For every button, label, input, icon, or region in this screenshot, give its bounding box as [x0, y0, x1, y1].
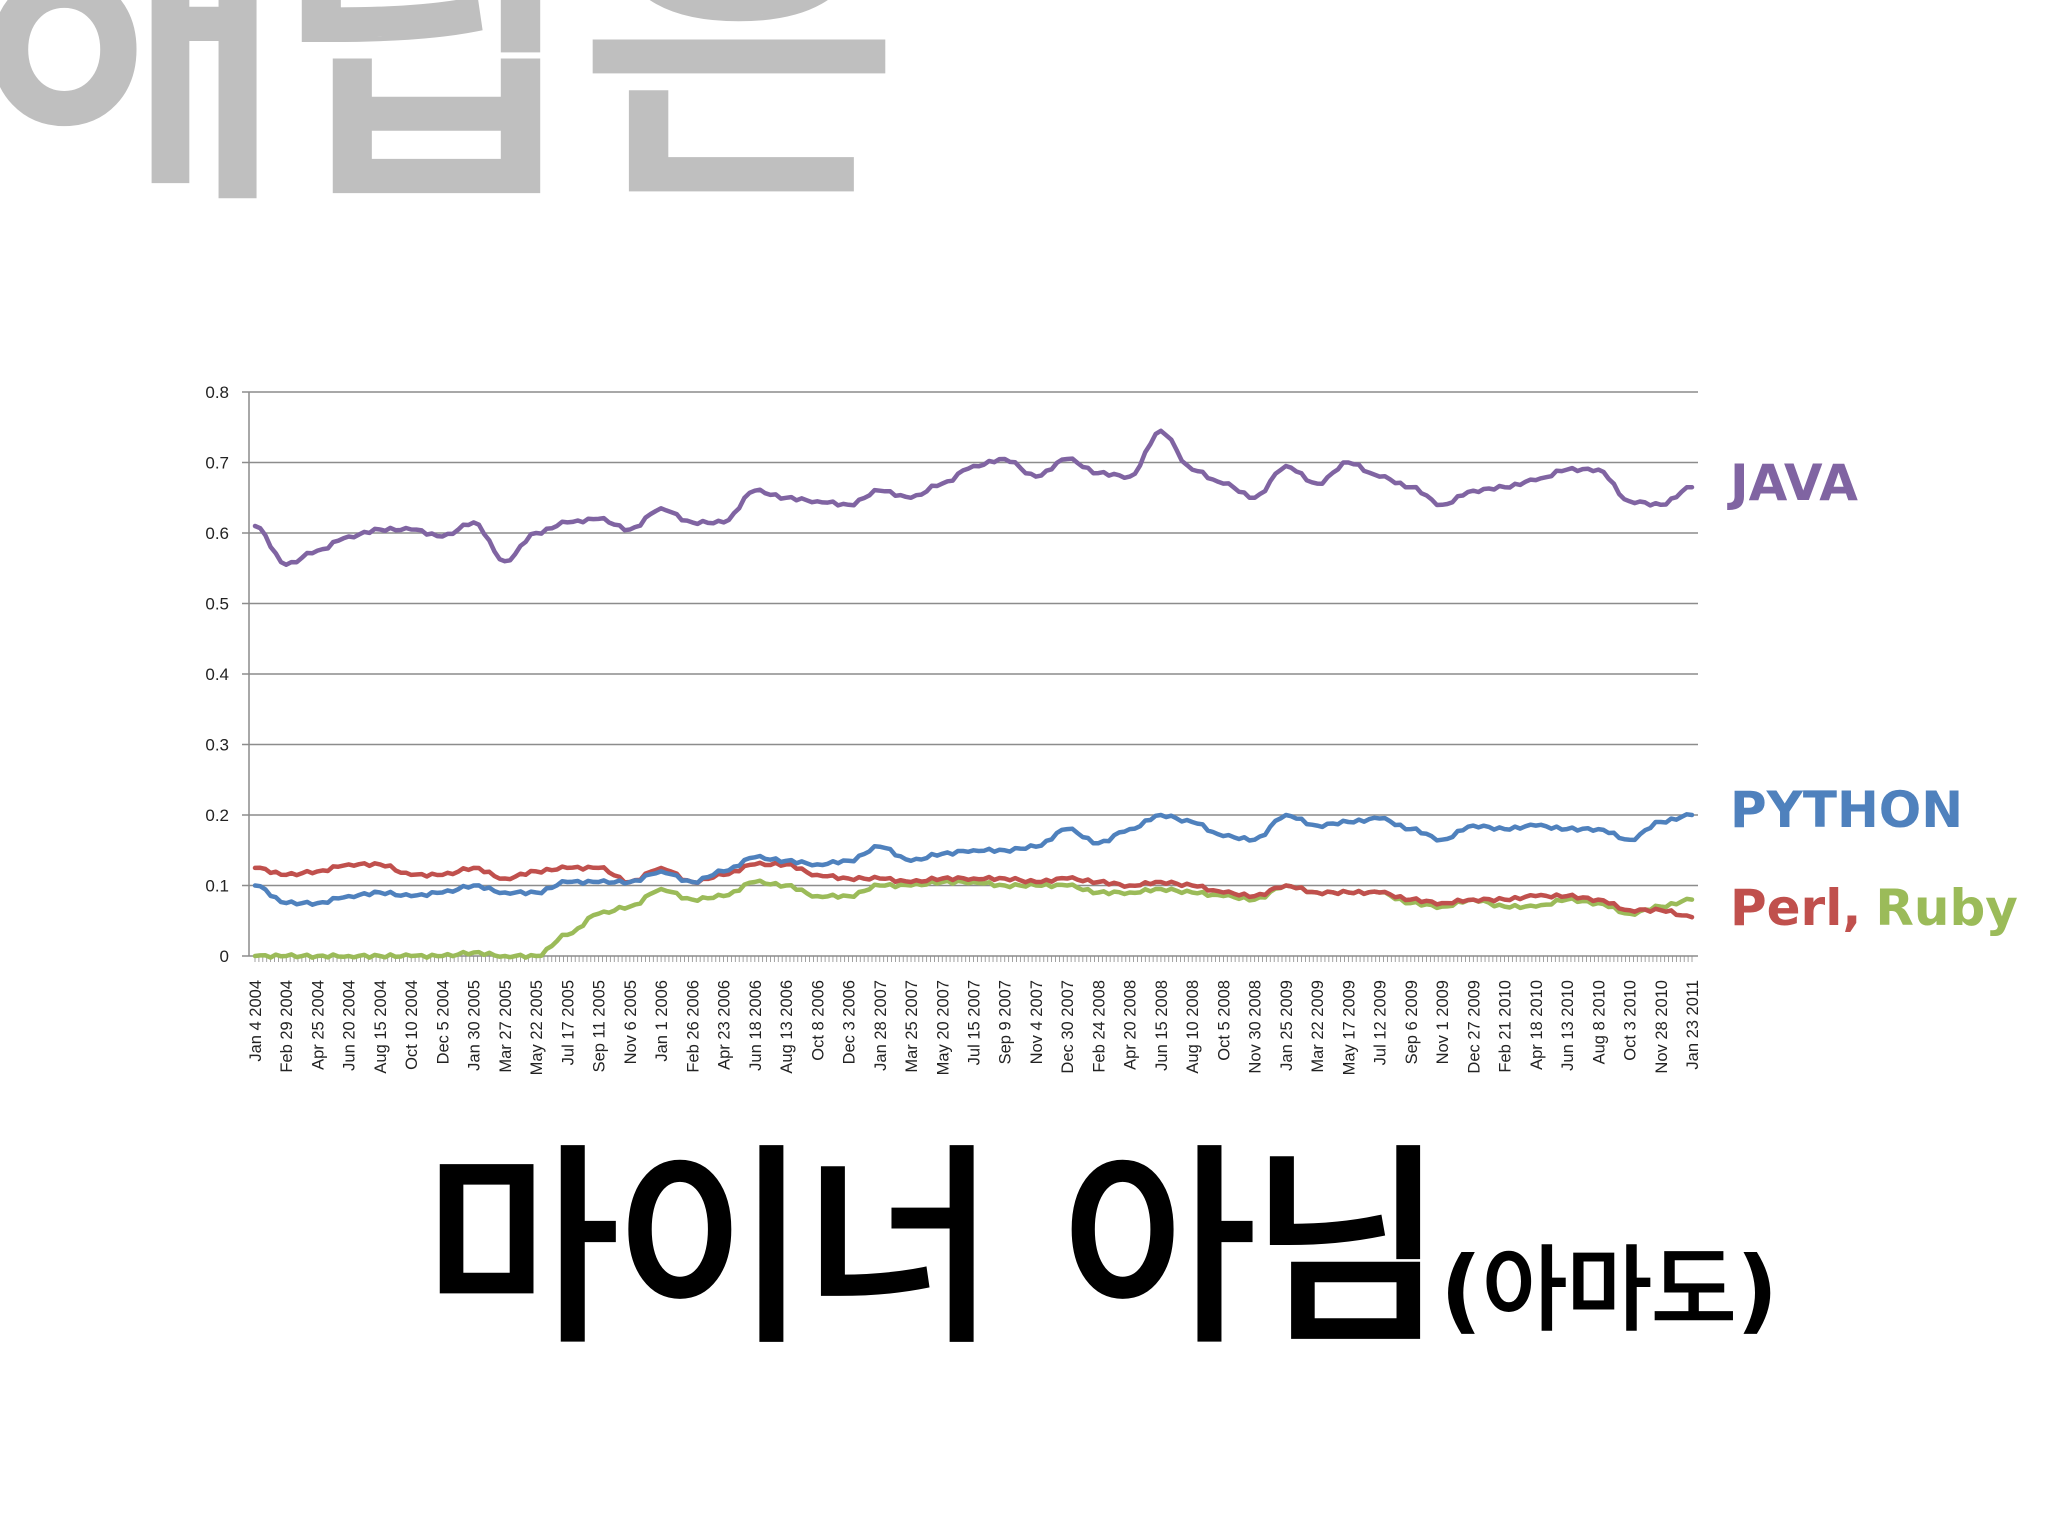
x-tick-label: Aug 15 2004 [372, 980, 390, 1074]
x-tick-label: Jan 1 2006 [653, 980, 671, 1062]
x-tick-label: Jul 17 2005 [559, 980, 577, 1065]
chart-series [252, 428, 1695, 960]
x-tick-label: Mar 22 2009 [1309, 980, 1327, 1073]
chart-gridlines [249, 391, 1698, 887]
series-line-java [252, 428, 1695, 567]
x-tick-label: May 17 2009 [1340, 980, 1358, 1075]
x-tick-label: Aug 10 2008 [1184, 980, 1202, 1074]
x-tick-label: Dec 3 2006 [841, 980, 859, 1064]
x-tick-label: Feb 21 2010 [1497, 980, 1515, 1073]
y-tick-label: 0.1 [205, 877, 229, 896]
x-tick-label: Mar 27 2005 [497, 980, 515, 1073]
y-tick-label: 0.6 [205, 524, 229, 543]
x-tick-label: Jul 12 2009 [1372, 980, 1390, 1065]
x-tick-label: Jan 23 2011 [1684, 980, 1702, 1070]
x-tick-label: May 20 2007 [934, 980, 952, 1075]
x-tick-labels: Jan 4 2004 Feb 29 2004 Apr 25 2004 Jun 20 2… [247, 980, 1702, 1075]
y-tick-label: 0.2 [205, 806, 229, 825]
slide-caption: 마이너 아님(아마도) [425, 1145, 1778, 1355]
y-tick-label: 0.5 [205, 595, 229, 614]
x-tick-label: Oct 10 2004 [403, 980, 421, 1070]
x-tick-label: Nov 28 2010 [1653, 980, 1671, 1074]
x-tick-label: Mar 25 2007 [903, 980, 921, 1073]
x-tick-label: Dec 30 2007 [1059, 980, 1077, 1074]
chart-axes [242, 391, 1698, 962]
y-tick-label: 0.3 [205, 736, 229, 755]
series-line-ruby [252, 878, 1695, 960]
series-label-java: JAVA [1727, 454, 1858, 512]
x-tick-label: Jun 15 2008 [1153, 980, 1171, 1071]
x-tick-label: Sep 11 2005 [591, 980, 609, 1072]
y-tick-label: 0.7 [205, 454, 229, 473]
x-tick-label: Jan 28 2007 [872, 980, 890, 1071]
x-tick-label: Jul 15 2007 [966, 980, 984, 1065]
x-tick-label: Oct 3 2010 [1622, 980, 1640, 1061]
caption-main: 마이너 아님 [425, 1127, 1444, 1372]
y-tick-label: 0.8 [205, 383, 229, 402]
series-line-python [252, 812, 1695, 907]
x-tick-label: Aug 8 2010 [1590, 980, 1608, 1064]
x-tick-label: Jun 20 2004 [341, 980, 359, 1071]
x-tick-label: Jan 4 2004 [247, 980, 265, 1062]
x-tick-label: Apr 23 2006 [716, 980, 734, 1070]
x-tick-label: Nov 6 2005 [622, 980, 640, 1064]
slide-heading: 해답은 [0, 0, 898, 248]
x-tick-label: Feb 26 2006 [684, 980, 702, 1073]
series-label-perl-ruby: Perl, Ruby [1730, 879, 2018, 937]
x-tick-label: Jan 25 2009 [1278, 980, 1296, 1071]
x-tick-label: Nov 30 2008 [1247, 980, 1265, 1074]
x-tick-label: Sep 6 2009 [1403, 980, 1421, 1064]
x-tick-label: May 22 2005 [528, 980, 546, 1075]
series-label-python: PYTHON [1730, 781, 1963, 839]
series-line-perl [252, 860, 1695, 920]
y-tick-label: 0 [220, 947, 229, 966]
x-tick-label: Nov 4 2007 [1028, 980, 1046, 1064]
y-tick-labels: 0 0.1 0.2 0.3 0.4 0.5 0.6 0.7 0.8 [205, 383, 229, 966]
series-label-perl: Perl [1730, 879, 1842, 937]
x-tick-label: Nov 1 2009 [1434, 980, 1452, 1064]
series-label-ruby: Ruby [1875, 879, 2017, 937]
x-tick-label: Dec 5 2004 [434, 980, 452, 1064]
x-tick-label: Oct 8 2006 [809, 980, 827, 1061]
x-tick-label: Jun 18 2006 [747, 980, 765, 1071]
x-tick-label: Aug 13 2006 [778, 980, 796, 1074]
caption-note: (아마도) [1440, 1237, 1779, 1344]
series-label-separator: , [1842, 879, 1861, 937]
x-tick-label: Dec 27 2009 [1465, 980, 1483, 1074]
x-tick-label: Oct 5 2008 [1215, 980, 1233, 1061]
x-tick-label: Jan 30 2005 [466, 980, 484, 1071]
x-tick-label: Apr 20 2008 [1122, 980, 1140, 1070]
y-tick-label: 0.4 [205, 665, 229, 684]
x-tick-label: Apr 25 2004 [309, 980, 327, 1070]
x-tick-label: Jun 13 2010 [1559, 980, 1577, 1071]
x-tick-label: Feb 29 2004 [278, 980, 296, 1073]
x-tick-label: Feb 24 2008 [1090, 980, 1108, 1073]
x-tick-label: Sep 9 2007 [997, 980, 1015, 1064]
x-tick-label: Apr 18 2010 [1528, 980, 1546, 1070]
